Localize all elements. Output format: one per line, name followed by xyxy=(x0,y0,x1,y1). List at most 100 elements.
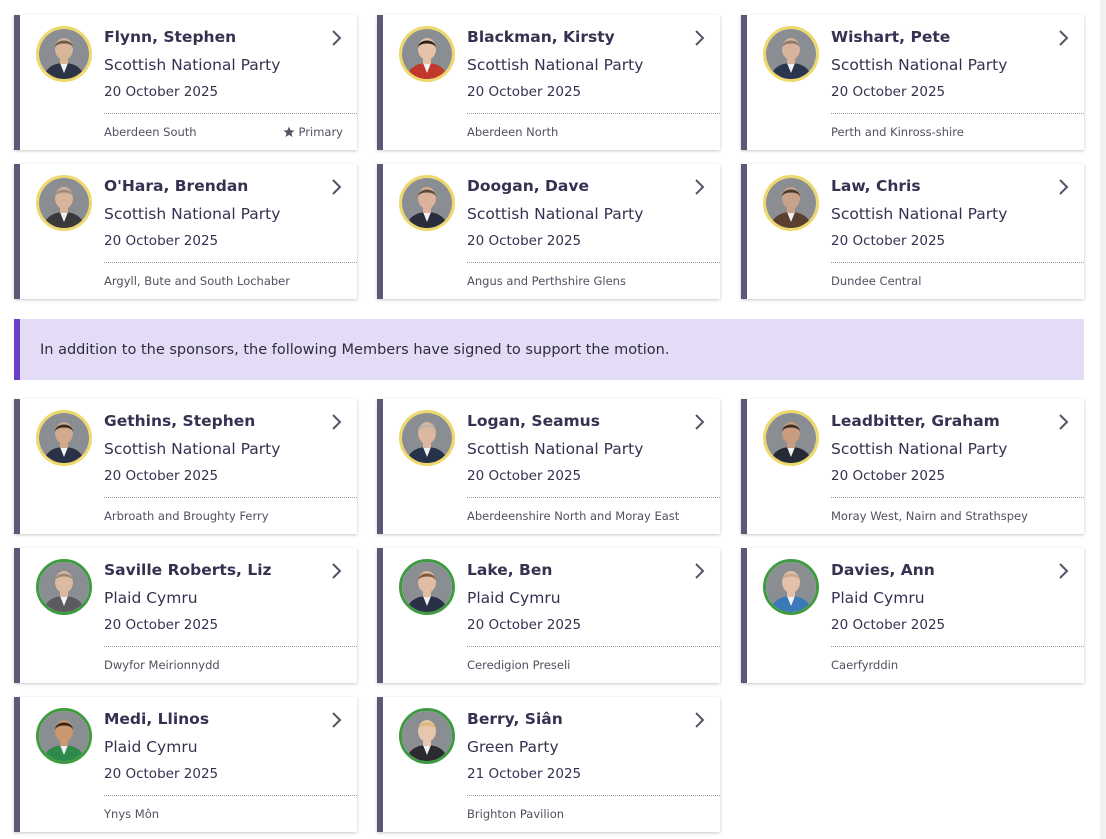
chevron-right-icon xyxy=(1059,563,1069,579)
member-name: Wishart, Pete xyxy=(831,28,951,46)
member-constituency: Aberdeen North xyxy=(467,125,559,139)
chevron-right-icon xyxy=(695,563,705,579)
divider xyxy=(831,497,1084,498)
member-party: Plaid Cymru xyxy=(831,589,925,607)
member-constituency: Caerfyrddin xyxy=(831,658,899,672)
member-name: Law, Chris xyxy=(831,177,921,195)
chevron-right-icon xyxy=(332,179,342,195)
member-party: Scottish National Party xyxy=(104,440,281,458)
divider xyxy=(104,646,357,647)
member-constituency: Angus and Perthshire Glens xyxy=(467,274,626,288)
member-party: Scottish National Party xyxy=(467,440,644,458)
member-card[interactable]: Logan, Seamus Scottish National Party 20… xyxy=(377,399,720,534)
chevron-right-icon xyxy=(695,30,705,46)
signed-date: 20 October 2025 xyxy=(104,468,219,484)
signed-date: 20 October 2025 xyxy=(104,84,219,100)
member-photo xyxy=(399,559,455,615)
signed-date: 20 October 2025 xyxy=(467,233,582,249)
signed-date: 20 October 2025 xyxy=(831,84,946,100)
member-card[interactable]: Flynn, Stephen Scottish National Party 2… xyxy=(14,15,357,150)
chevron-right-icon xyxy=(695,414,705,430)
member-card[interactable]: Davies, Ann Plaid Cymru 20 October 2025 … xyxy=(741,548,1084,683)
member-name: Lake, Ben xyxy=(467,561,553,579)
member-card[interactable]: Saville Roberts, Liz Plaid Cymru 20 Octo… xyxy=(14,548,357,683)
member-party: Plaid Cymru xyxy=(104,589,198,607)
divider xyxy=(104,497,357,498)
signed-date: 20 October 2025 xyxy=(104,617,219,633)
member-constituency: Aberdeen South xyxy=(104,125,197,139)
member-constituency: Argyll, Bute and South Lochaber xyxy=(104,274,290,288)
member-photo xyxy=(763,26,819,82)
member-photo xyxy=(399,708,455,764)
signed-date: 21 October 2025 xyxy=(467,766,582,782)
member-card[interactable]: Lake, Ben Plaid Cymru 20 October 2025 Ce… xyxy=(377,548,720,683)
member-constituency: Perth and Kinross-shire xyxy=(831,125,964,139)
chevron-right-icon xyxy=(332,30,342,46)
member-photo xyxy=(763,410,819,466)
signed-date: 20 October 2025 xyxy=(831,468,946,484)
member-card[interactable]: Gethins, Stephen Scottish National Party… xyxy=(14,399,357,534)
member-name: Medi, Llinos xyxy=(104,710,210,728)
chevron-right-icon xyxy=(332,414,342,430)
member-card[interactable]: Doogan, Dave Scottish National Party 20 … xyxy=(377,164,720,299)
chevron-right-icon xyxy=(1059,30,1069,46)
member-photo xyxy=(36,26,92,82)
divider xyxy=(467,795,720,796)
member-constituency: Brighton Pavilion xyxy=(467,807,565,821)
primary-label: Primary xyxy=(298,125,343,139)
member-party: Plaid Cymru xyxy=(104,738,198,756)
member-photo xyxy=(36,708,92,764)
chevron-right-icon xyxy=(1059,414,1069,430)
member-photo xyxy=(36,559,92,615)
member-constituency: Moray West, Nairn and Strathspey xyxy=(831,509,1028,523)
member-constituency: Ynys Môn xyxy=(104,807,160,821)
member-photo xyxy=(399,410,455,466)
member-party: Scottish National Party xyxy=(467,205,644,223)
member-name: O'Hara, Brendan xyxy=(104,177,249,195)
member-party: Green Party xyxy=(467,738,559,756)
member-constituency: Dundee Central xyxy=(831,274,922,288)
divider xyxy=(467,646,720,647)
member-party: Scottish National Party xyxy=(831,56,1008,74)
chevron-right-icon xyxy=(332,712,342,728)
member-party: Scottish National Party xyxy=(104,56,281,74)
member-constituency: Ceredigion Preseli xyxy=(467,658,571,672)
member-name: Saville Roberts, Liz xyxy=(104,561,272,579)
member-card[interactable]: Law, Chris Scottish National Party 20 Oc… xyxy=(741,164,1084,299)
member-photo xyxy=(763,559,819,615)
member-name: Berry, Siân xyxy=(467,710,563,728)
primary-badge: Primary xyxy=(283,125,343,139)
member-card[interactable]: Medi, Llinos Plaid Cymru 20 October 2025… xyxy=(14,697,357,832)
member-name: Gethins, Stephen xyxy=(104,412,256,430)
member-party: Scottish National Party xyxy=(831,440,1008,458)
member-card[interactable]: Blackman, Kirsty Scottish National Party… xyxy=(377,15,720,150)
signed-date: 20 October 2025 xyxy=(467,84,582,100)
member-card[interactable]: O'Hara, Brendan Scottish National Party … xyxy=(14,164,357,299)
member-card[interactable]: Wishart, Pete Scottish National Party 20… xyxy=(741,15,1084,150)
divider xyxy=(467,497,720,498)
chevron-right-icon xyxy=(1059,179,1069,195)
supporters-notice: In addition to the sponsors, the followi… xyxy=(14,319,1084,380)
scrollbar[interactable] xyxy=(1100,0,1106,839)
member-constituency: Dwyfor Meirionnydd xyxy=(104,658,220,672)
signed-date: 20 October 2025 xyxy=(104,766,219,782)
member-name: Flynn, Stephen xyxy=(104,28,237,46)
chevron-right-icon xyxy=(695,179,705,195)
member-card[interactable]: Leadbitter, Graham Scottish National Par… xyxy=(741,399,1084,534)
member-photo xyxy=(399,175,455,231)
member-party: Scottish National Party xyxy=(831,205,1008,223)
signed-date: 20 October 2025 xyxy=(831,233,946,249)
member-name: Davies, Ann xyxy=(831,561,935,579)
member-party: Plaid Cymru xyxy=(467,589,561,607)
chevron-right-icon xyxy=(332,563,342,579)
member-card[interactable]: Berry, Siân Green Party 21 October 2025 … xyxy=(377,697,720,832)
signed-date: 20 October 2025 xyxy=(467,617,582,633)
member-name: Doogan, Dave xyxy=(467,177,589,195)
signed-date: 20 October 2025 xyxy=(104,233,219,249)
divider xyxy=(104,262,357,263)
divider xyxy=(104,795,357,796)
notice-text: In addition to the sponsors, the followi… xyxy=(40,341,670,358)
member-photo xyxy=(36,410,92,466)
divider xyxy=(104,113,357,114)
member-name: Leadbitter, Graham xyxy=(831,412,1000,430)
